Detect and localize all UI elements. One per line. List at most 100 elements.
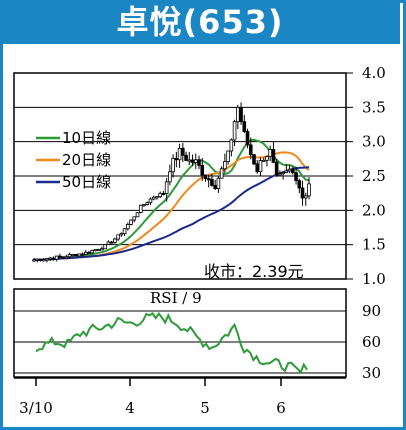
rsi-grid — [14, 310, 346, 374]
candle-body — [161, 192, 166, 195]
rsi-tick-label: 60 — [362, 333, 381, 351]
candle-body — [90, 250, 95, 254]
chart-title: 卓悅(653) — [0, 0, 400, 44]
candle-body — [77, 253, 82, 257]
candle-body — [274, 161, 279, 176]
candle-body — [281, 172, 285, 175]
price-tick-label: 3.0 — [362, 133, 386, 151]
candle-body — [229, 139, 234, 152]
x-tick-label: 4 — [125, 399, 135, 417]
candle-body — [261, 159, 266, 162]
candle-body — [181, 147, 185, 156]
candle-body — [303, 195, 308, 199]
candle-body — [32, 259, 36, 262]
candle-body — [284, 170, 289, 173]
candle-body — [64, 256, 69, 259]
candle-body — [93, 249, 98, 252]
candle-body — [268, 149, 272, 157]
price-tick-label: 4.0 — [362, 64, 386, 82]
candle-body — [216, 177, 221, 189]
candle-body — [300, 187, 305, 199]
price-grid — [14, 106, 346, 246]
candle-body — [51, 257, 56, 260]
candle-body — [145, 202, 150, 205]
x-tick-label: 3/10 — [19, 399, 53, 417]
candle-body — [291, 168, 295, 174]
candle-body — [67, 254, 72, 258]
legend-label: 20日線 — [62, 151, 111, 169]
price-tick-label: 3.5 — [362, 98, 386, 116]
candle-body — [168, 171, 172, 183]
candle-body — [197, 159, 201, 166]
candle-body — [71, 254, 75, 257]
candle-body — [58, 255, 62, 258]
candle-body — [219, 168, 224, 179]
candle-body — [239, 106, 243, 123]
candle-body — [187, 159, 192, 162]
price-tick-label: 1.5 — [362, 236, 386, 254]
candle-body — [35, 258, 40, 261]
candle-body — [116, 234, 120, 240]
candle-body — [38, 258, 43, 261]
price-tick-label: 2.0 — [362, 201, 386, 219]
candle-body — [41, 259, 46, 262]
legend-label: 10日線 — [62, 129, 111, 147]
candle-body — [109, 241, 114, 244]
candle-body — [142, 204, 146, 207]
candle-body — [135, 212, 140, 218]
candle-body — [83, 251, 88, 255]
candle-body — [119, 233, 124, 236]
price-axis: 4.0 3.5 3.0 2.5 2.0 1.5 1.0 — [346, 64, 386, 288]
rsi-line — [35, 311, 308, 375]
rsi-title: RSI / 9 — [150, 289, 202, 307]
candle-body — [61, 256, 65, 259]
candle-body — [297, 180, 302, 189]
candle-body — [248, 144, 253, 156]
candle-body — [242, 121, 247, 132]
candle-body — [148, 198, 153, 204]
candle-body — [287, 168, 292, 172]
candle-body — [132, 216, 137, 221]
candle-body — [258, 160, 263, 173]
candle-body — [126, 224, 130, 230]
price-tick-label: 1.0 — [362, 270, 386, 288]
candle-body — [87, 251, 91, 254]
legend: 10日線 20日線 50日線 — [36, 129, 111, 191]
candle-body — [307, 183, 311, 197]
candle-body — [255, 163, 260, 173]
price-tick-label: 2.5 — [362, 167, 386, 185]
candle-body — [74, 254, 78, 257]
candle-body — [54, 255, 59, 260]
candle-body — [158, 192, 162, 198]
x-tick-label: 6 — [276, 399, 286, 417]
candle-body — [129, 219, 133, 225]
candle-body — [245, 131, 250, 146]
candle-body — [164, 181, 169, 195]
candle-body — [210, 178, 214, 186]
candle-body — [232, 121, 237, 141]
candle-body — [265, 156, 269, 161]
candle-body — [252, 154, 256, 165]
candle-body — [45, 258, 49, 261]
candle-body — [236, 106, 240, 123]
candle-body — [190, 159, 195, 163]
rsi-tick-label: 30 — [362, 364, 381, 382]
candle-body — [122, 228, 127, 234]
ma-line-50 — [33, 166, 310, 261]
candle-body — [206, 178, 211, 181]
candle-body — [96, 249, 101, 252]
candle-body — [106, 241, 111, 245]
legend-label: 50日線 — [62, 173, 111, 191]
candle-body — [103, 244, 107, 250]
candle-body — [177, 147, 182, 161]
x-axis-ticks: 3/10 4 5 6 — [19, 378, 286, 417]
candle-body — [223, 161, 227, 170]
rsi-axis: 90 60 30 — [362, 302, 381, 382]
candle-body — [203, 174, 208, 180]
x-tick-label: 5 — [200, 399, 210, 417]
close-price-label: 收市：2.39元 — [204, 262, 304, 281]
candle-body — [48, 257, 52, 260]
candle-body — [226, 150, 230, 162]
candle-body — [213, 185, 217, 189]
candle-body — [100, 248, 104, 251]
